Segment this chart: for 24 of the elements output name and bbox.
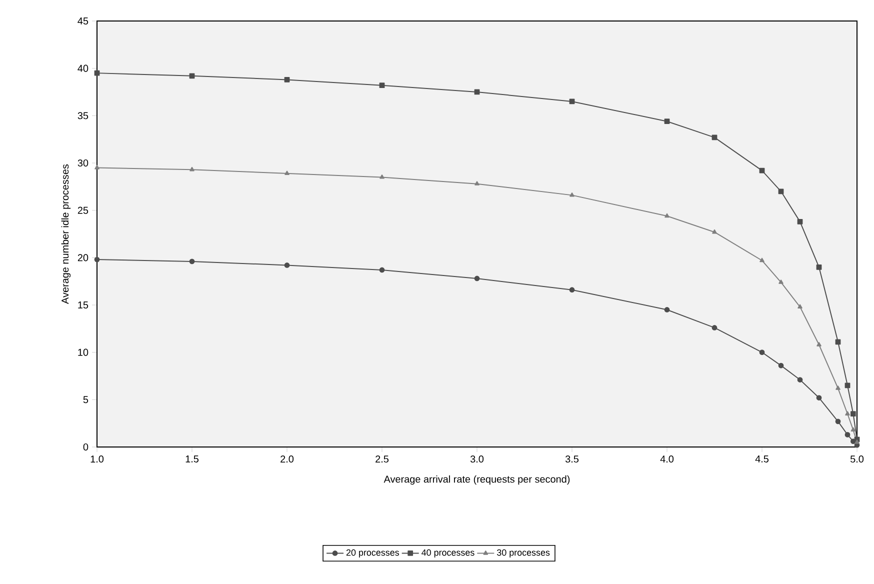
y-tick-label: 5 [83, 396, 88, 404]
y-tick-label: 10 [78, 348, 88, 356]
y-tick-label: 0 [83, 443, 88, 451]
x-tick-label: 4.5 [755, 455, 769, 462]
y-tick-label: 15 [78, 302, 88, 308]
y-tick-label: 30 [78, 159, 88, 167]
x-tick-label: 1.0 [90, 456, 104, 463]
x-tick-label: 5.0 [850, 456, 864, 463]
y-tick-label: 20 [78, 254, 88, 262]
x-tick-label: 1.5 [186, 455, 199, 462]
legend-label: 30 processes [497, 549, 550, 558]
y-tick-label: 45 [78, 18, 88, 24]
x-tick-label: 2.5 [376, 456, 389, 463]
y-tick-label: 25 [78, 206, 88, 214]
legend-label: 20 processes [346, 549, 400, 558]
y-tick-label: 40 [78, 64, 88, 72]
x-axis-title: Average arrival rate (requests per second) [384, 475, 570, 485]
x-tick-label: 4.0 [660, 456, 674, 463]
y-axis-title: Average number idle processes [61, 164, 71, 304]
x-tick-label: 3.5 [565, 456, 579, 463]
legend-label: 40 processes [422, 549, 474, 558]
x-tick-label: 3.0 [470, 456, 484, 463]
y-tick-label: 35 [78, 112, 88, 120]
x-tick-label: 2.0 [280, 456, 294, 463]
